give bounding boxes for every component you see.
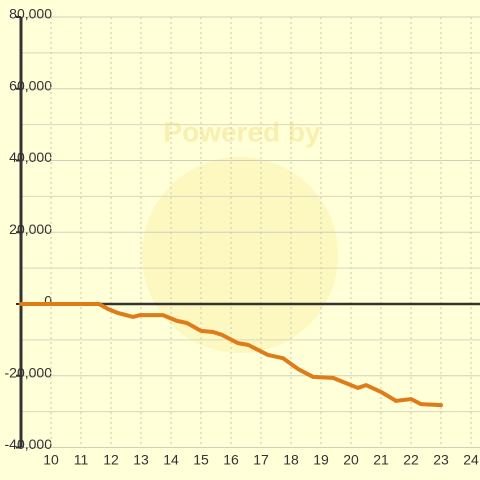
x-tick-label: 17	[253, 452, 269, 468]
y-tick-label: 40,000	[9, 149, 52, 165]
x-tick-label: 21	[373, 452, 389, 468]
x-tick-label: 13	[133, 452, 149, 468]
watermark: Powered by	[163, 116, 321, 147]
x-tick-label: 22	[403, 452, 419, 468]
data-line	[19, 302, 443, 408]
x-tick-label: 23	[433, 452, 449, 468]
x-tick-label: 10	[43, 452, 59, 468]
y-tick-label: -20,000	[5, 364, 53, 380]
x-tick-label: 18	[283, 452, 299, 468]
y-tick-label: 60,000	[9, 77, 52, 93]
y-tick-label: 80,000	[9, 6, 52, 22]
x-tick-label: 20	[343, 452, 359, 468]
y-tick-label: 20,000	[9, 221, 52, 237]
x-tick-label: 15	[193, 452, 209, 468]
x-tick-label: 24	[463, 452, 479, 468]
y-tick-label: 0	[44, 293, 52, 309]
x-tick-label: 11	[74, 452, 89, 468]
y-tick-label: -40,000	[5, 436, 53, 452]
x-tick-label: 19	[313, 452, 329, 468]
x-tick-label: 14	[163, 452, 179, 468]
x-tick-label: 12	[103, 452, 119, 468]
x-tick-label: 16	[223, 452, 239, 468]
